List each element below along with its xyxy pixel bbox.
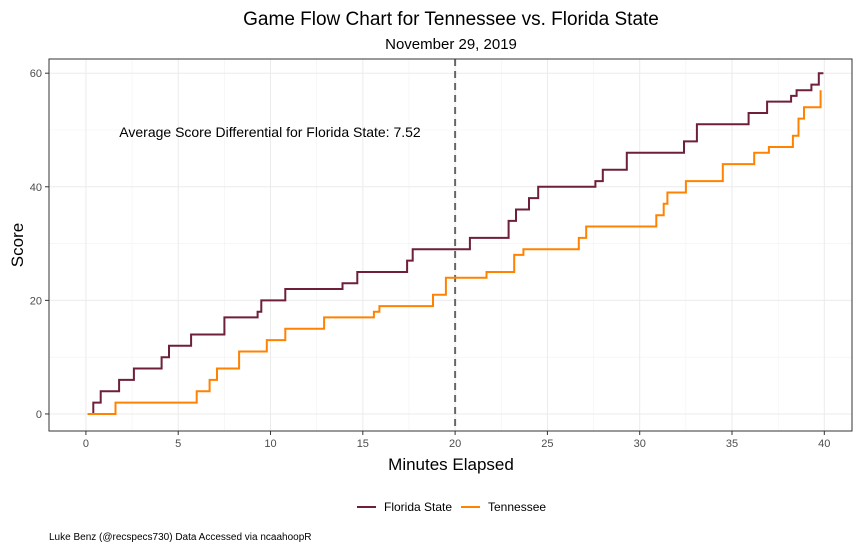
chart-title: Game Flow Chart for Tennessee vs. Florid…	[243, 9, 659, 30]
x-tick-label: 40	[818, 438, 830, 450]
legend: Florida State Tennessee	[357, 500, 546, 514]
y-axis-title: Score	[8, 223, 27, 267]
y-tick-label: 60	[30, 68, 42, 80]
y-tick-label: 0	[36, 409, 42, 421]
x-tick-label: 10	[264, 438, 276, 450]
x-tick-label: 25	[541, 438, 553, 450]
score-differential-annotation: Average Score Differential for Florida S…	[119, 124, 421, 140]
x-tick-label: 5	[175, 438, 181, 450]
series-line-tennessee	[87, 90, 822, 415]
x-tick-label: 0	[83, 438, 89, 450]
x-axis-title: Minutes Elapsed	[388, 455, 514, 474]
y-tick-label: 40	[30, 182, 42, 194]
x-tick-label: 35	[726, 438, 738, 450]
plot-panel	[48, 58, 853, 432]
x-tick-label: 20	[449, 438, 461, 450]
chart-caption: Luke Benz (@recspecs730) Data Accessed v…	[49, 532, 312, 543]
x-axis: 0 5 10 15 20 25 30 35 40	[83, 431, 830, 450]
plot-border	[48, 58, 853, 432]
x-tick-label: 30	[634, 438, 646, 450]
series-layer	[87, 72, 824, 415]
y-axis: 0 20 40 60	[30, 68, 49, 421]
legend-label-tennessee: Tennessee	[488, 500, 546, 514]
grid-lines	[49, 59, 852, 431]
chart-subtitle: November 29, 2019	[385, 36, 517, 53]
x-tick-label: 15	[357, 438, 369, 450]
y-tick-label: 20	[30, 295, 42, 307]
series-line-florida-state	[87, 72, 824, 415]
legend-label-florida-state: Florida State	[384, 500, 452, 514]
